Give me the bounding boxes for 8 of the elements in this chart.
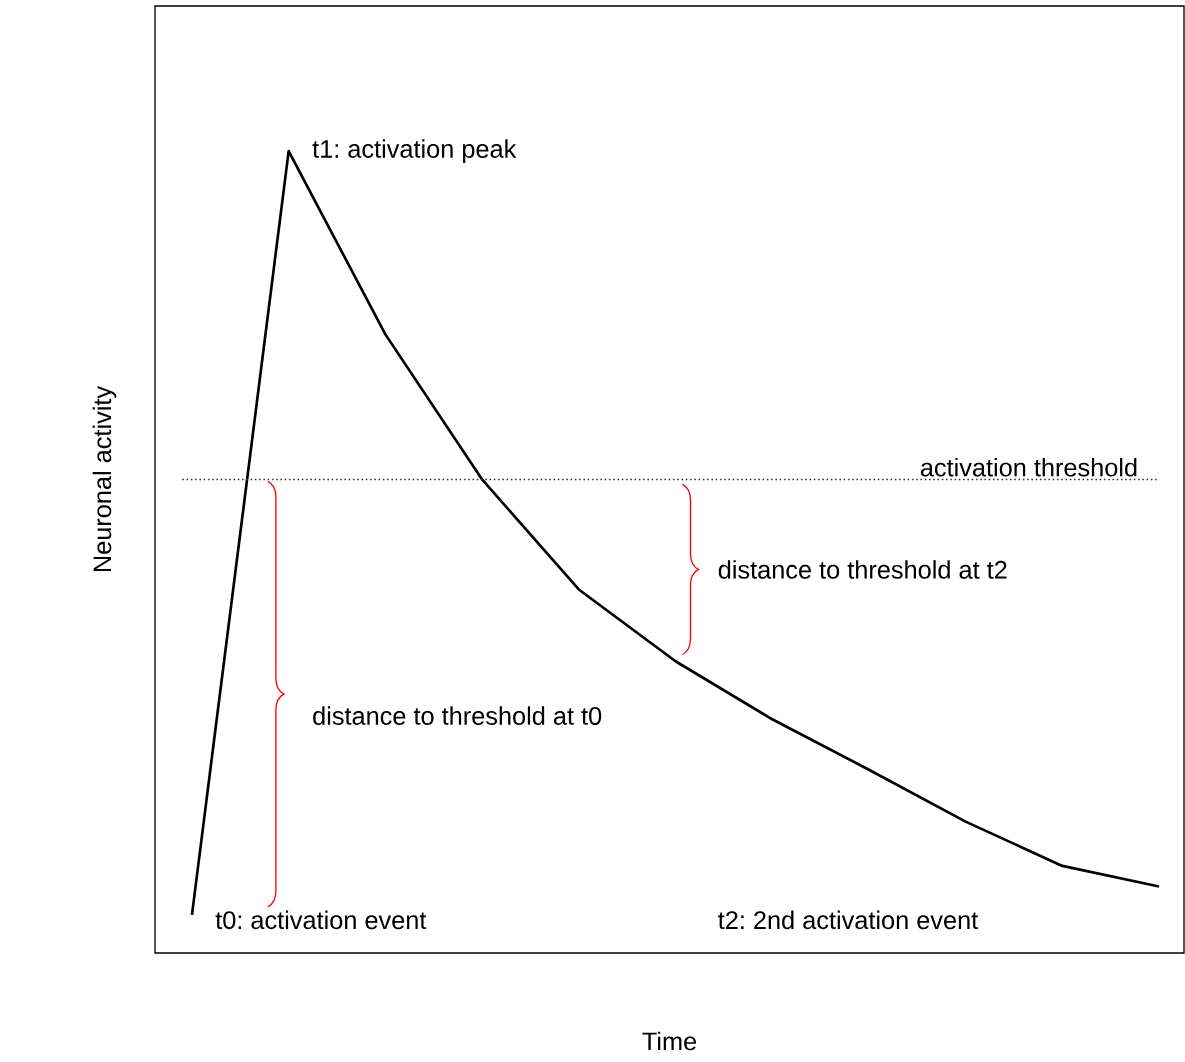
x-axis-title: Time <box>642 1031 697 1051</box>
annotation: distance to threshold at t0 <box>313 706 602 725</box>
annotation: t0: activation event <box>215 910 427 930</box>
annotation: t1: activation peak <box>312 139 517 163</box>
annotation: distance to threshold at t2 <box>718 560 1007 579</box>
ref-line-label: activation threshold <box>920 457 1137 477</box>
y-axis-title: Neuronal activity <box>92 385 117 572</box>
annotation: t2: 2nd activation event <box>718 910 979 930</box>
